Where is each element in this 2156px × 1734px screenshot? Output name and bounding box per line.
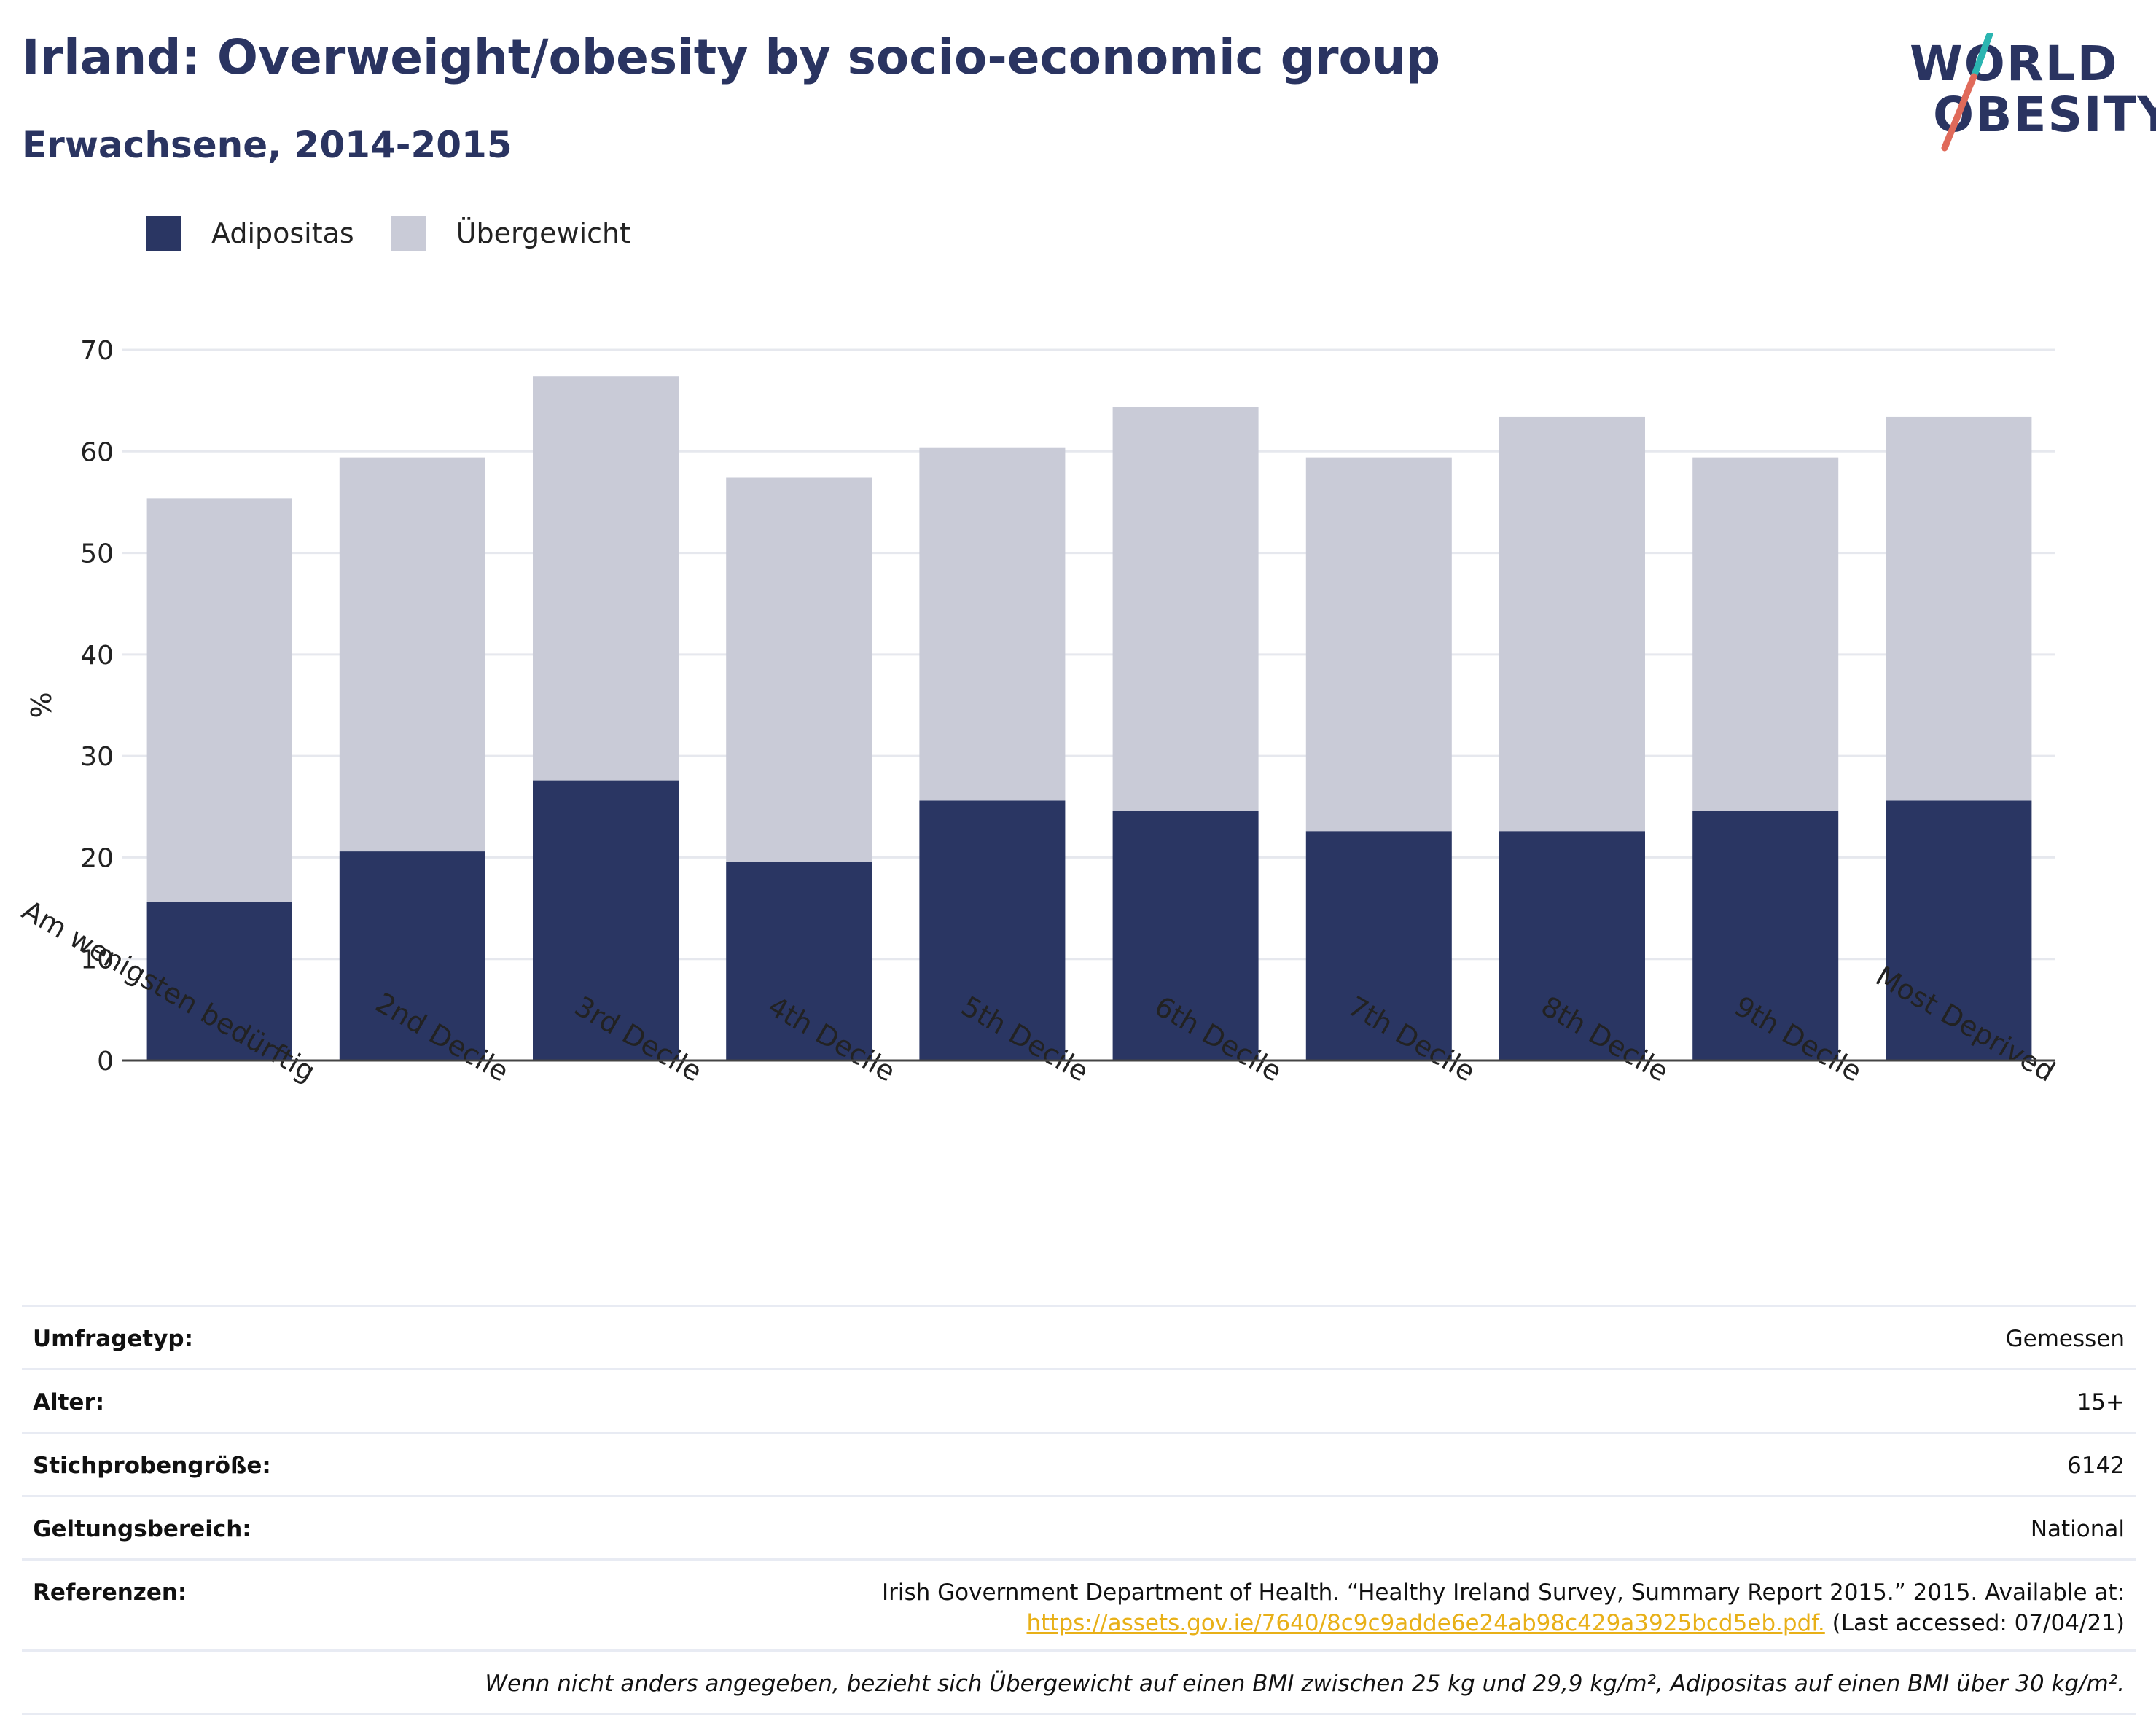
- bar-overweight: [339, 457, 485, 852]
- legend-item-overweight[interactable]: Übergewicht: [390, 216, 630, 251]
- info-row-age: Alter: 15+: [22, 1368, 2136, 1432]
- bar-overweight: [146, 498, 292, 902]
- y-tick-label: 70: [80, 336, 114, 366]
- bar-overweight: [533, 376, 679, 781]
- info-value-survey-type: Gemessen: [2005, 1326, 2125, 1352]
- info-row-sample-size: Stichprobengröße: 6142: [22, 1432, 2136, 1495]
- info-key-age: Alter:: [33, 1389, 105, 1415]
- info-key-survey-type: Umfragetyp:: [33, 1326, 193, 1352]
- info-value-references: Irish Government Department of Health. “…: [882, 1579, 2125, 1636]
- legend-swatch-overweight: [390, 216, 426, 251]
- y-axis-label: %: [26, 692, 58, 718]
- legend-label-overweight: Übergewicht: [456, 217, 630, 249]
- y-tick-label: 0: [97, 1047, 114, 1077]
- world-obesity-logo: WORLD OBESITY: [1902, 33, 2156, 157]
- bar-obesity: [533, 780, 679, 1061]
- info-value-sample-size: 6142: [2067, 1453, 2125, 1479]
- y-tick-label: 10: [80, 945, 114, 975]
- bar-obesity: [146, 902, 292, 1061]
- legend-label-obesity: Adipositas: [211, 217, 354, 249]
- bar-obesity: [919, 800, 1066, 1061]
- logo-slash-icon: [1941, 33, 1993, 152]
- definition-note: Wenn nicht anders angegeben, bezieht sic…: [22, 1649, 2136, 1715]
- bar-obesity: [339, 851, 485, 1061]
- bar-overweight: [1499, 416, 1645, 832]
- legend-item-obesity[interactable]: Adipositas: [146, 216, 354, 251]
- y-tick-label: 50: [80, 539, 114, 569]
- info-row-references: Referenzen: Irish Government Department …: [22, 1558, 2136, 1649]
- reference-accessed: (Last accessed: 07/04/21): [1824, 1610, 2125, 1636]
- chart-title: Irland: Overweight/obesity by socio-econ…: [22, 29, 1441, 85]
- reference-link[interactable]: https://assets.gov.ie/7640/8c9c9adde6e24…: [1026, 1610, 1825, 1636]
- bar-overweight: [1692, 457, 1839, 811]
- bar-overweight: [1886, 416, 2032, 801]
- info-row-survey-type: Umfragetyp: Gemessen: [22, 1305, 2136, 1368]
- bar-overweight: [726, 477, 872, 862]
- bar-obesity: [1886, 800, 2032, 1061]
- bar-overweight: [1305, 457, 1452, 832]
- bar-obesity: [1499, 831, 1645, 1061]
- info-key-references: Referenzen:: [33, 1579, 187, 1606]
- y-tick-label: 30: [80, 742, 114, 772]
- reference-text: Irish Government Department of Health. “…: [881, 1579, 2125, 1606]
- y-tick-label: 40: [80, 641, 114, 671]
- y-tick-label: 60: [80, 437, 114, 467]
- info-value-scope: National: [2030, 1516, 2125, 1542]
- info-key-sample-size: Stichprobengröße:: [33, 1453, 271, 1479]
- logo-line-1: WORLD: [1910, 36, 2119, 92]
- bar-obesity: [1692, 811, 1839, 1061]
- bar-overweight: [919, 447, 1066, 801]
- bar-obesity: [1112, 811, 1259, 1061]
- bar-overweight: [1112, 407, 1259, 811]
- info-table: Umfragetyp: Gemessen Alter: 15+ Stichpro…: [22, 1305, 2136, 1715]
- legend: Adipositas Übergewicht: [146, 216, 667, 251]
- bar-obesity: [1305, 831, 1452, 1061]
- info-row-scope: Geltungsbereich: National: [22, 1495, 2136, 1558]
- info-value-age: 15+: [2077, 1389, 2125, 1415]
- y-tick-label: 20: [80, 843, 114, 873]
- chart-subtitle: Erwachsene, 2014-2015: [22, 124, 512, 166]
- logo-line-2: OBESITY: [1933, 87, 2156, 143]
- info-key-scope: Geltungsbereich:: [33, 1516, 251, 1542]
- legend-swatch-obesity: [146, 216, 181, 251]
- bar-obesity: [726, 862, 872, 1061]
